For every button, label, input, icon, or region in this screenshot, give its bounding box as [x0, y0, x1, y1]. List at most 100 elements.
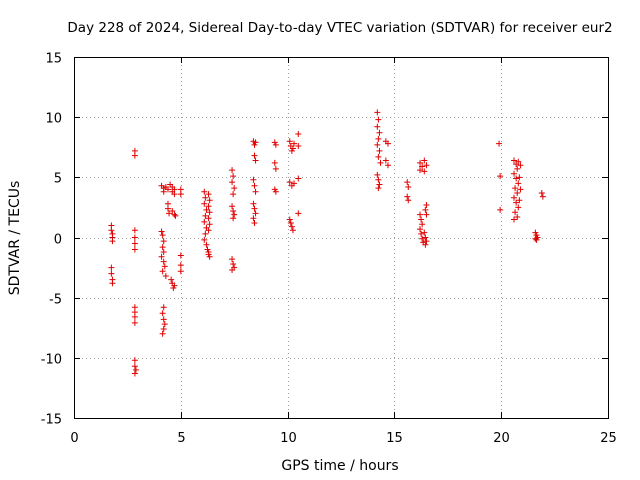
data-point — [376, 147, 383, 154]
data-point — [250, 200, 257, 207]
data-point — [108, 270, 115, 277]
data-point — [201, 188, 208, 195]
data-point — [131, 246, 138, 253]
data-point — [158, 228, 165, 235]
data-point — [516, 174, 523, 181]
data-point — [512, 209, 519, 216]
data-point — [404, 193, 411, 200]
data-point — [418, 230, 425, 237]
data-point — [272, 141, 279, 148]
data-point — [205, 203, 212, 210]
data-point — [206, 209, 213, 216]
data-point — [375, 176, 382, 183]
data-point — [272, 188, 279, 195]
data-point — [513, 175, 520, 182]
data-point — [422, 206, 429, 213]
data-point — [517, 186, 524, 193]
data-point — [419, 221, 426, 228]
data-point — [229, 179, 236, 186]
data-point — [374, 141, 381, 148]
data-point — [205, 227, 212, 234]
data-point — [202, 194, 209, 201]
data-point — [289, 227, 296, 234]
grid — [74, 57, 608, 418]
data-point — [516, 197, 523, 204]
data-point — [517, 162, 524, 169]
data-point — [375, 116, 382, 123]
y-axis-label: SDTVAR / TECUs — [7, 181, 23, 296]
data-point — [291, 180, 298, 187]
data-point — [131, 319, 138, 326]
x-tick-label: 25 — [600, 431, 617, 446]
data-point — [159, 310, 166, 317]
x-tick-label: 10 — [280, 431, 297, 446]
data-point — [177, 191, 184, 198]
data-point — [131, 313, 138, 320]
data-point — [160, 238, 167, 245]
data-point — [417, 211, 424, 218]
y-tick-label: 5 — [54, 172, 62, 187]
data-point — [177, 262, 184, 269]
chart-title: Day 228 of 2024, Sidereal Day-to-day VTE… — [67, 20, 612, 36]
data-point — [177, 252, 184, 259]
data-point — [205, 191, 212, 198]
data-point — [203, 241, 210, 248]
data-point — [422, 234, 429, 241]
data-point — [272, 165, 279, 172]
data-point — [230, 191, 237, 198]
data-point — [287, 220, 294, 227]
data-point — [421, 157, 428, 164]
data-point — [384, 140, 391, 147]
data-point — [230, 208, 237, 215]
data-point — [289, 145, 296, 152]
data-point — [251, 182, 258, 189]
data-point — [159, 330, 166, 337]
data-point — [108, 227, 115, 234]
data-point — [206, 197, 213, 204]
data-point — [405, 197, 412, 204]
data-point — [109, 238, 116, 245]
data-point — [201, 218, 208, 225]
data-point — [251, 205, 258, 212]
data-point — [159, 268, 166, 275]
data-point — [131, 240, 138, 247]
data-point — [169, 208, 176, 215]
data-point — [171, 211, 178, 218]
data-point — [160, 304, 167, 311]
data-point — [172, 212, 179, 219]
data-point — [252, 157, 259, 164]
axis-ticks: 0 5 10 15 20 25 -15 -10 -5 0 5 10 15 — [41, 52, 617, 447]
data-point — [295, 143, 302, 150]
data-point — [404, 179, 411, 186]
data-point — [422, 241, 429, 248]
data-point — [532, 235, 539, 242]
data-point — [177, 268, 184, 275]
y-tick-label: 15 — [45, 52, 62, 67]
data-point — [513, 199, 520, 206]
x-axis-label: GPS time / hours — [281, 458, 398, 474]
data-point — [515, 158, 522, 165]
x-tick-label: 0 — [70, 431, 78, 446]
data-point — [421, 229, 428, 236]
data-point — [286, 138, 293, 145]
y-tick-label: -15 — [41, 413, 62, 428]
data-point — [376, 129, 383, 136]
data-point — [230, 173, 237, 180]
data-point — [497, 173, 504, 180]
data-point — [286, 216, 293, 223]
data-points — [108, 109, 546, 377]
data-point — [164, 205, 171, 212]
data-point — [375, 185, 382, 192]
data-point — [384, 162, 391, 169]
y-tick-label: -5 — [49, 293, 62, 308]
data-point — [131, 227, 138, 234]
data-point — [295, 175, 302, 182]
data-point — [164, 186, 171, 193]
data-point — [109, 280, 116, 287]
data-point — [158, 253, 165, 260]
data-point — [423, 211, 430, 218]
data-point — [252, 210, 259, 217]
data-point — [206, 221, 213, 228]
data-point — [423, 162, 430, 169]
